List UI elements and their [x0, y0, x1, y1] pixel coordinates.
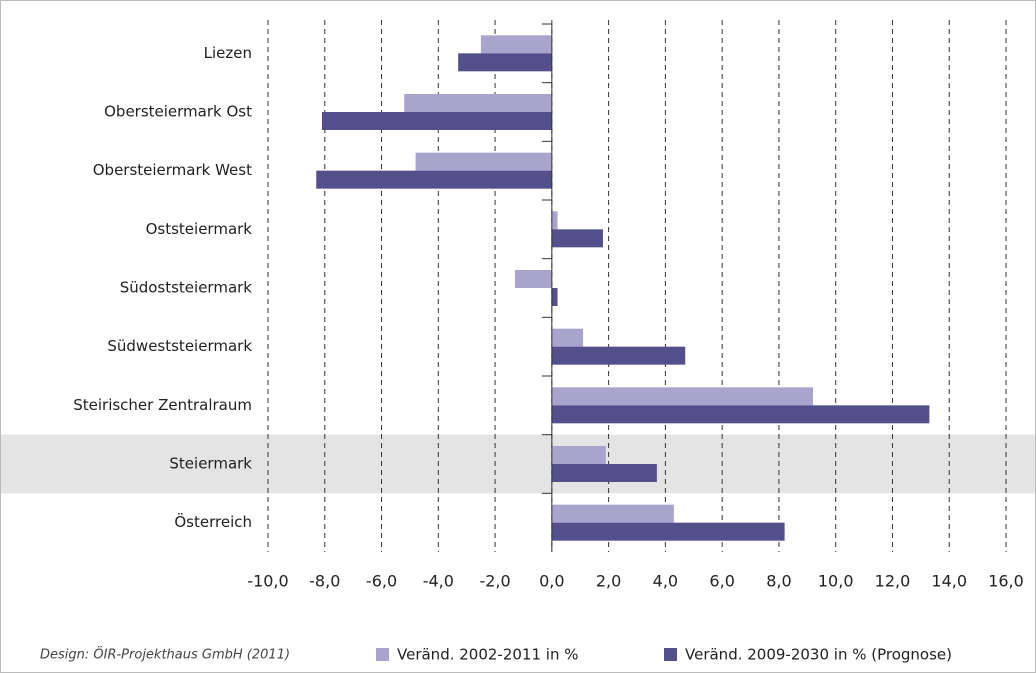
x-tick-label: 12,0: [875, 572, 911, 591]
legend-swatch: [664, 648, 677, 661]
bar: [551, 288, 558, 306]
bar: [514, 270, 552, 288]
y-tick-label: Österreich: [174, 512, 252, 531]
bar: [551, 464, 657, 482]
x-tick-label: 2,0: [596, 572, 621, 591]
bar: [551, 446, 606, 464]
bar: [551, 211, 558, 230]
x-tick-label: 8,0: [766, 572, 791, 591]
bar: [551, 346, 686, 365]
bar: [480, 35, 552, 54]
y-tick-label: Steirischer Zentralraum: [73, 396, 252, 414]
legend-swatch: [376, 648, 389, 661]
bar: [551, 504, 674, 523]
bar: [316, 170, 552, 189]
bar: [321, 112, 552, 130]
y-tick-label: Südoststeiermark: [120, 279, 253, 297]
y-tick-label: Steiermark: [169, 455, 252, 473]
x-tick-label: 16,0: [988, 572, 1024, 591]
y-tick-label: Obersteiermark West: [93, 161, 252, 179]
y-tick-label: Südweststeiermark: [107, 337, 252, 355]
y-tick-label: Oststeiermark: [146, 220, 253, 238]
bar: [551, 387, 813, 406]
x-tick-label: -2,0: [479, 572, 510, 591]
highlight-band: [1, 434, 1035, 494]
x-tick-label: 6,0: [709, 572, 734, 591]
legend-label: Veränd. 2002-2011 in %: [397, 646, 578, 664]
bar: [551, 328, 584, 347]
x-tick-label: 10,0: [818, 572, 854, 591]
bar: [404, 94, 552, 112]
x-tick-label: -10,0: [247, 572, 288, 591]
source-note: Design: ÖIR-Projekthaus GmbH (2011): [40, 646, 290, 663]
bar: [415, 152, 552, 171]
legend-label: Veränd. 2009-2030 in % (Prognose): [685, 646, 952, 664]
x-tick-label: 0,0: [539, 572, 564, 591]
bar: [551, 229, 603, 248]
y-tick-label: Liezen: [204, 44, 252, 62]
x-tick-label: -6,0: [366, 572, 397, 591]
x-tick-label: 14,0: [931, 572, 967, 591]
x-tick-label: -8,0: [309, 572, 340, 591]
bar: [551, 522, 785, 541]
bar: [458, 53, 552, 72]
y-tick-label: Obersteiermark Ost: [104, 103, 252, 121]
x-tick-label: -4,0: [423, 572, 454, 591]
bar: [551, 405, 930, 424]
x-tick-label: 4,0: [653, 572, 678, 591]
